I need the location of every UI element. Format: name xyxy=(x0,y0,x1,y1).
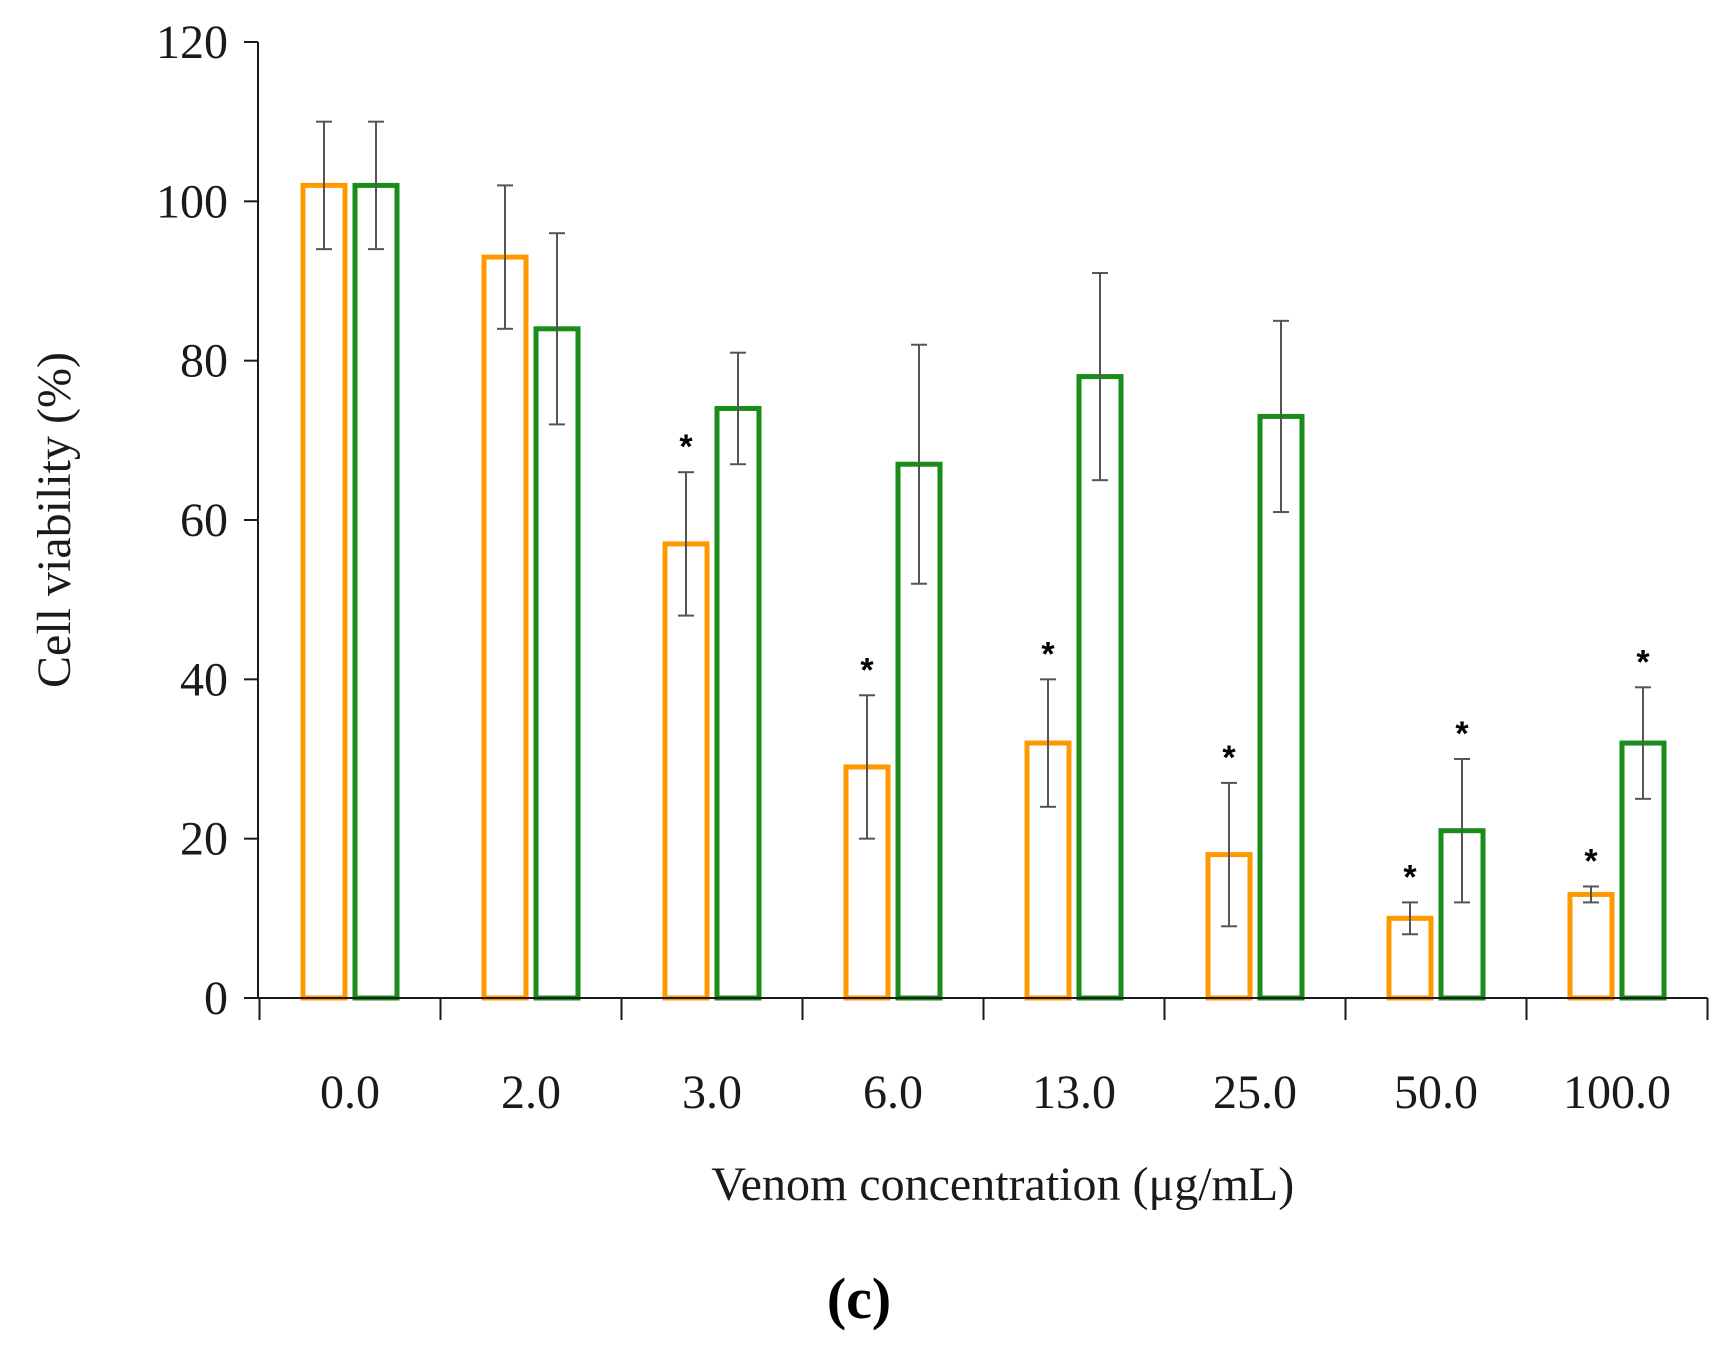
x-tick-label: 2.0 xyxy=(501,1066,561,1119)
x-tick-label: 3.0 xyxy=(682,1066,742,1119)
bar-series-1 xyxy=(481,254,529,1001)
significance-marker: * xyxy=(679,428,693,466)
significance-marker: * xyxy=(1455,715,1469,753)
x-tick-label: 13.0 xyxy=(1032,1066,1116,1119)
bar-series-1 xyxy=(300,182,348,1001)
significance-marker: * xyxy=(1222,739,1236,777)
y-tick-label: 60 xyxy=(180,494,228,547)
y-tick-label: 120 xyxy=(156,16,228,69)
significance-marker: * xyxy=(1403,858,1417,896)
x-tick-label: 6.0 xyxy=(863,1066,923,1119)
y-tick-label: 0 xyxy=(204,972,228,1025)
x-tick-label: 0.0 xyxy=(320,1066,380,1119)
x-axis-ticks: 0.0 2.0 3.0 6.0 13.0 25.0 50.0 100.0 xyxy=(258,998,1709,1119)
x-tick-label: 50.0 xyxy=(1394,1066,1478,1119)
significance-marker: * xyxy=(1584,842,1598,880)
y-tick-label: 80 xyxy=(180,335,228,388)
error-bars xyxy=(316,120,1651,936)
x-axis-title: Venom concentration (μg/mL) xyxy=(711,1158,1294,1211)
significance-marker: * xyxy=(860,651,874,689)
bar-series-2 xyxy=(533,326,581,1001)
y-axis-ticks: 0 20 40 60 80 100 120 xyxy=(156,16,258,1025)
y-tick-label: 100 xyxy=(156,175,228,228)
significance-marker: * xyxy=(1636,643,1650,681)
y-tick-label: 20 xyxy=(180,813,228,866)
bar-series-2 xyxy=(352,182,400,1001)
y-axis-title: Cell viability (%) xyxy=(28,352,81,688)
y-tick-label: 40 xyxy=(180,653,228,706)
significance-markers: * * * * * * * * xyxy=(679,428,1650,896)
bar-series-2 xyxy=(714,405,762,1001)
x-tick-label: 25.0 xyxy=(1213,1066,1297,1119)
bars xyxy=(300,182,1667,1001)
bar-series-1 xyxy=(1567,891,1615,1001)
x-tick-label: 100.0 xyxy=(1563,1066,1671,1119)
significance-marker: * xyxy=(1041,635,1055,673)
panel-label: (c) xyxy=(827,1266,891,1331)
